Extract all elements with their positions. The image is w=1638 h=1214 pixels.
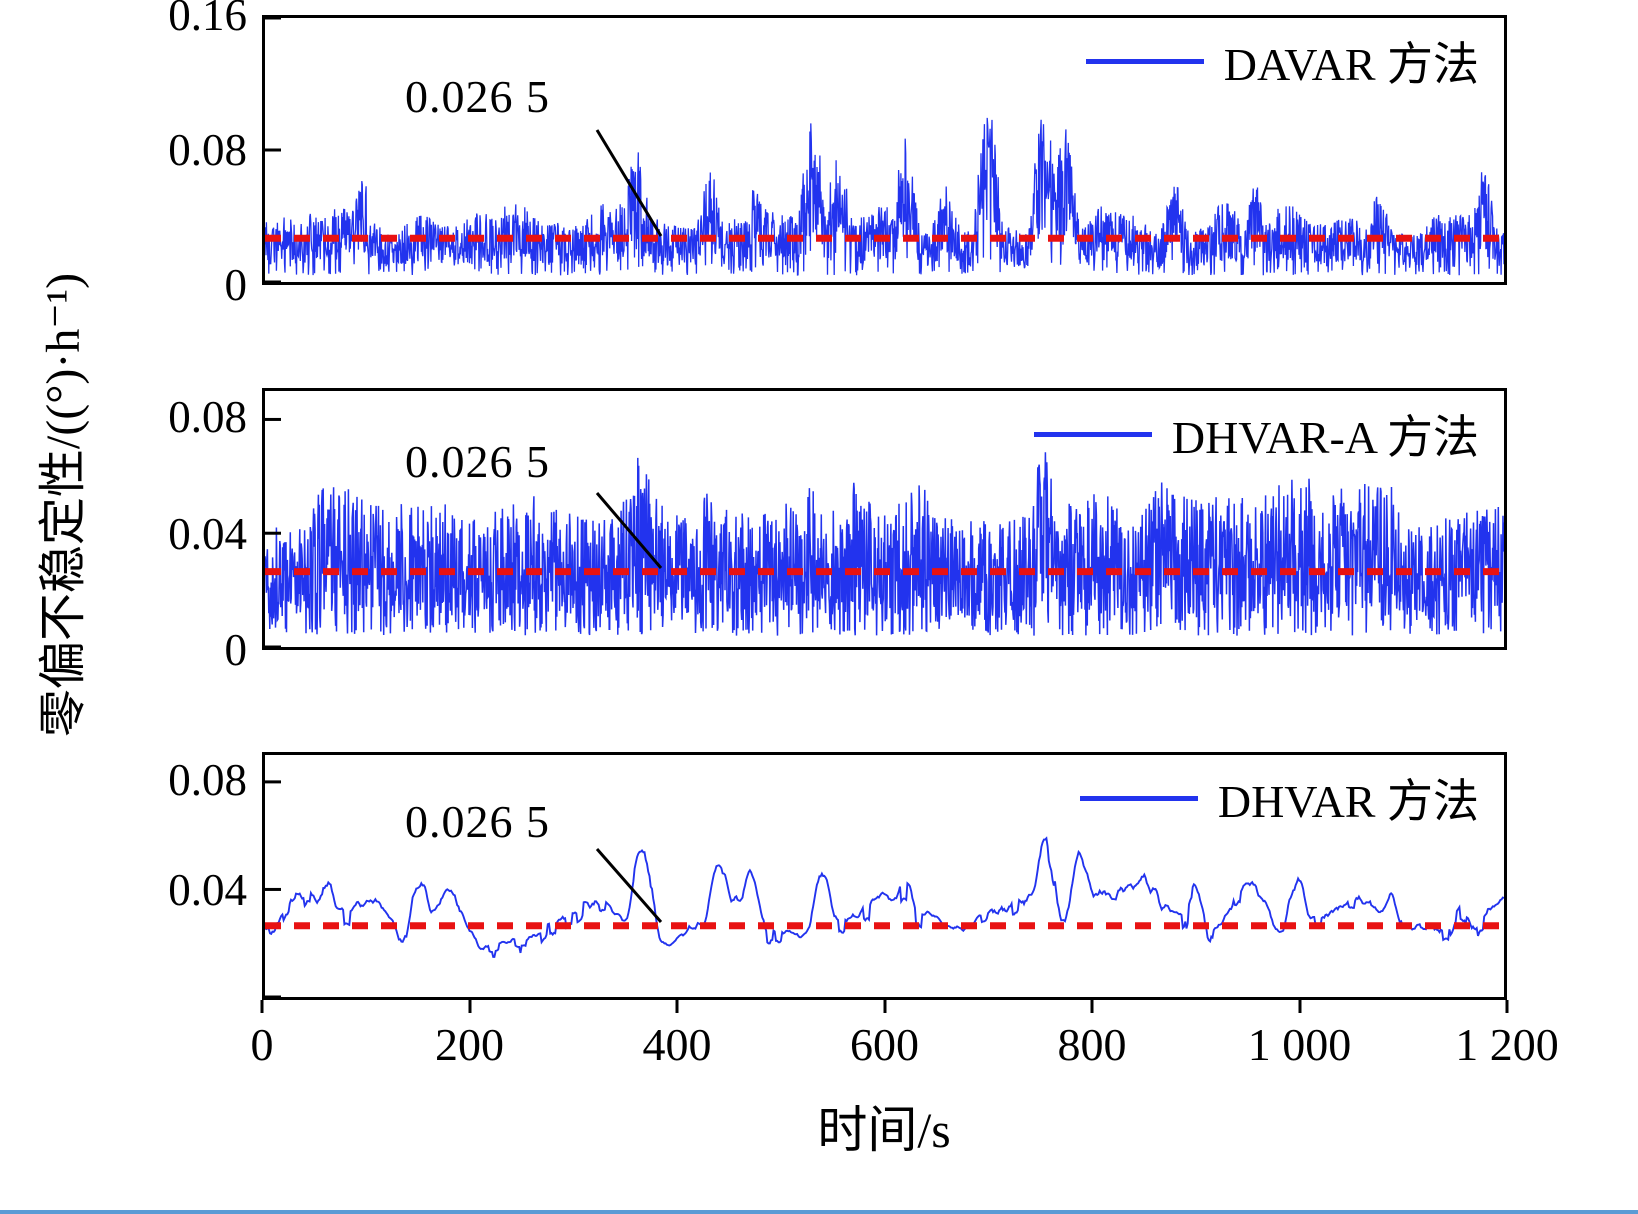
- legend-dhvar-a: DHVAR-A 方法: [1033, 401, 1479, 467]
- legend-davar: DAVAR 方法: [1085, 28, 1479, 94]
- legend-line-sample: [1079, 795, 1198, 801]
- ytick-label: 0.16: [168, 0, 247, 40]
- ytick-label: 0: [224, 625, 248, 675]
- ref-annotation: 0.026 5: [405, 796, 550, 847]
- xtick-label: 0: [250, 1019, 274, 1070]
- xtick-label: 600: [850, 1019, 919, 1070]
- legend-line-sample: [1085, 58, 1204, 64]
- ytick-label: 0: [224, 260, 248, 310]
- legend-label: DAVAR 方法: [1223, 39, 1479, 90]
- x-tick-mark: [260, 1000, 264, 1013]
- subplot-dhvar-a: DHVAR-A 方法 0.026 5: [262, 388, 1507, 650]
- ref-annotation: 0.026 5: [405, 71, 550, 122]
- legend-label: DHVAR 方法: [1217, 776, 1479, 827]
- ytick-label: 0.08: [168, 755, 247, 805]
- x-tick-mark: [1298, 1000, 1301, 1013]
- ytick-label: 0.08: [168, 125, 247, 175]
- dhvar-a-signal-plot: [265, 417, 1504, 647]
- legend-label: DHVAR-A 方法: [1171, 412, 1479, 463]
- y-axis-label: 零偏不稳定性/((°)·h⁻¹): [37, 272, 90, 738]
- ytick-label: 0.04: [168, 509, 247, 559]
- dhvar-signal-plot: [265, 780, 1504, 997]
- legend-dhvar: DHVAR 方法: [1079, 765, 1479, 831]
- x-tick-mark: [675, 1000, 679, 1013]
- x-tick-mark: [468, 1000, 471, 1013]
- x-tick-mark: [1505, 1000, 1509, 1013]
- davar-signal-plot: [265, 18, 1504, 282]
- xtick-label: 1 200: [1455, 1019, 1559, 1070]
- subplot-davar: DAVAR 方法 0.026 5: [262, 15, 1507, 285]
- ref-annotation: 0.026 5: [405, 436, 550, 487]
- x-tick-mark: [883, 1000, 886, 1013]
- ytick-label: 0.08: [168, 392, 247, 442]
- subplot-dhvar: DHVAR 方法 0.026 5: [262, 752, 1507, 1000]
- legend-line-sample: [1033, 431, 1152, 437]
- x-axis-label: 时间/s: [817, 1102, 951, 1158]
- xtick-label: 200: [435, 1019, 504, 1070]
- ytick-label: 0.04: [168, 865, 247, 915]
- bottom-border: [0, 1210, 1638, 1214]
- x-tick-mark: [1090, 1000, 1094, 1013]
- xtick-label: 400: [642, 1019, 712, 1070]
- xtick-label: 1 000: [1247, 1019, 1352, 1070]
- xtick-label: 800: [1057, 1019, 1127, 1070]
